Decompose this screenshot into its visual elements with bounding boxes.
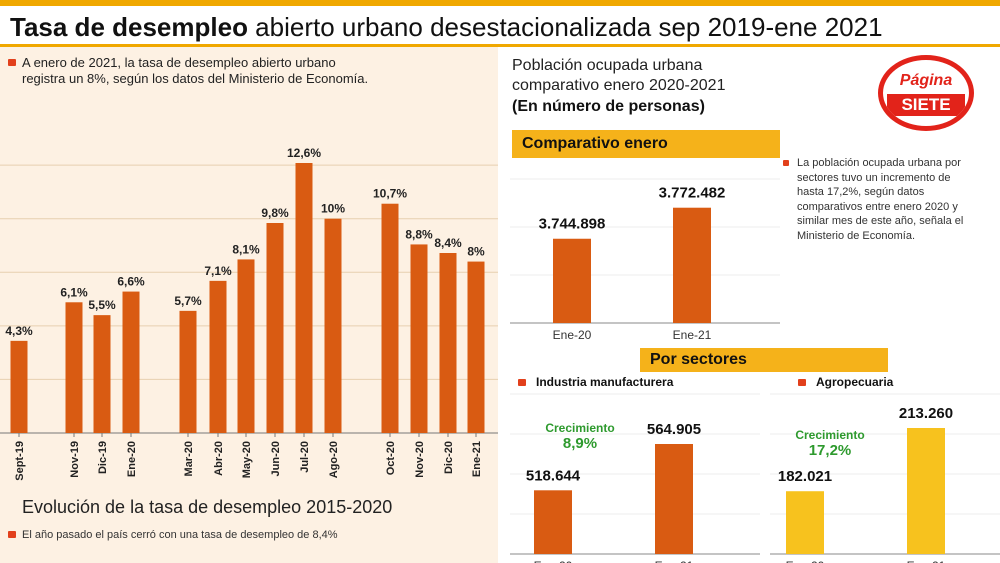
data-label-Ene-21: 3.772.482 [659, 185, 726, 202]
logo-line1: Página [899, 72, 953, 89]
data-label-Ene-20: 3.744.898 [539, 216, 606, 233]
tick-label-Abr-20: Abr-20 [213, 441, 225, 476]
logo-line2: SIETE [887, 94, 965, 116]
data-label-Oct-20: 10,7% [373, 187, 407, 201]
comparativo-banner: Comparativo enero [512, 130, 780, 158]
data-label-Mar-20: 5,7% [174, 294, 202, 308]
bar-Ene-21 [673, 207, 711, 323]
bar-Sept-19 [10, 340, 28, 433]
bar-Ago-20 [324, 218, 342, 433]
tick-label-Jun-20: Jun-20 [270, 441, 282, 476]
tick-label-Ago-20: Ago-20 [328, 441, 340, 478]
tick-label-Oct-20: Oct-20 [385, 441, 397, 475]
tick-label-Ene-21: Ene-21 [673, 328, 712, 342]
bar-Ene-21 [907, 428, 945, 554]
sector2-growth-label: Crecimiento [795, 428, 865, 442]
sector2-growth-value: 17,2% [808, 442, 852, 459]
tick-label-Ene-21: Ene-21 [655, 559, 694, 563]
tick-label-Ene-20: Ene-20 [534, 559, 573, 563]
data-label-Abr-20: 7,1% [204, 264, 232, 278]
tick-label-Nov-20: Nov-20 [414, 441, 426, 478]
sector2-label: Agropecuaria [816, 375, 894, 389]
tick-label-May-20: May-20 [241, 441, 253, 478]
sector1-growth: Crecimiento 8,9% [520, 421, 640, 452]
data-label-Dic-19: 5,5% [88, 298, 116, 312]
data-label-Ene-20: 182.021 [778, 468, 832, 485]
bullet-icon [798, 379, 806, 386]
bottom-note: El año pasado el país cerró con una tasa… [22, 529, 338, 541]
tick-label-Dic-20: Dic-20 [443, 441, 455, 474]
page-title-bold: Tasa de desempleo [10, 12, 248, 42]
data-label-May-20: 8,1% [232, 242, 260, 256]
data-label-Dic-20: 8,4% [434, 236, 462, 250]
bar-Nov-19 [65, 302, 83, 433]
data-label-Nov-20: 8,8% [405, 227, 433, 241]
pagina-siete-logo: Página SIETE [878, 55, 974, 131]
sectores-banner: Por sectores [640, 348, 888, 372]
bar-Ene-21 [655, 444, 693, 554]
tick-label-Mar-20: Mar-20 [183, 441, 195, 476]
data-label-Ene-21: 213.260 [899, 405, 953, 422]
bullet-icon [783, 160, 789, 166]
intro-text: A enero de 2021, la tasa de desempleo ab… [22, 55, 369, 86]
bar-Jul-20 [295, 163, 313, 433]
bottom-subtitle: Evolución de la tasa de desempleo 2015-2… [22, 497, 393, 517]
bar-Dic-19 [93, 315, 111, 433]
bar-Ene-20 [553, 238, 591, 323]
bullet-icon [8, 59, 16, 66]
tick-label-Ene-20: Ene-20 [126, 441, 138, 477]
data-label-Jul-20: 12,6% [287, 146, 321, 160]
data-label-Ago-20: 10% [321, 202, 345, 216]
bar-Mar-20 [179, 310, 197, 433]
data-label-Ene-20: 6,6% [117, 275, 145, 289]
top-accent-bar [0, 0, 1000, 6]
bar-Dic-20 [439, 253, 457, 433]
tick-label-Ene-21: Ene-21 [907, 559, 946, 563]
bar-Ene-20 [786, 491, 824, 554]
page-title-rest: abierto urbano desestacionalizada sep 20… [247, 12, 883, 42]
sector1-growth-value: 8,9% [562, 435, 598, 452]
tick-label-Ene-20: Ene-20 [553, 328, 592, 342]
sector2-growth: Crecimiento 17,2% [770, 428, 890, 459]
bar-Jun-20 [266, 223, 284, 433]
data-label-Ene-20: 518.644 [526, 467, 581, 484]
bar-Oct-20 [381, 203, 399, 433]
data-label-Ene-21: 564.905 [647, 421, 701, 438]
bar-Ene-20 [534, 490, 572, 554]
title-rule [0, 44, 1000, 47]
tick-label-Sept-19: Sept-19 [14, 441, 26, 481]
sector1-growth-label: Crecimiento [545, 421, 615, 435]
agropecuaria-bar-chart: 182.021 Ene-20 213.260 Ene-21 [770, 393, 1000, 563]
tick-label-Ene-20: Ene-20 [786, 559, 825, 563]
right-subtitle: (En número de personas) [512, 98, 705, 115]
bullet-icon [518, 379, 526, 386]
bar-Ene-20 [122, 291, 140, 433]
bar-Nov-20 [410, 244, 428, 433]
side-note: La población ocupada urbana por sectores… [797, 157, 964, 242]
tick-label-Ene-21: Ene-21 [471, 441, 483, 477]
tick-label-Nov-19: Nov-19 [69, 441, 81, 478]
sector1-label: Industria manufacturera [536, 375, 674, 389]
data-label-Ene-21: 8% [467, 245, 485, 259]
industria-bar-chart: 518.644 Ene-20 564.905 Ene-21 [510, 393, 760, 563]
data-label-Sept-19: 4,3% [5, 324, 33, 338]
bar-Ene-21 [467, 261, 485, 433]
unemployment-bar-chart: 4,3% Sept-19 6,1% Nov-19 5,5% Dic-19 6,6% Ene-2… [0, 146, 498, 481]
data-label-Nov-19: 6,1% [60, 285, 88, 299]
comparativo-bar-chart: 3.744.898 Ene-20 3.772.482 Ene-21 [510, 178, 780, 342]
page-title: Tasa de desempleo abierto urbano desesta… [10, 10, 883, 44]
right-title: Población ocupada urbana comparativo ene… [512, 57, 726, 94]
tick-label-Jul-20: Jul-20 [299, 441, 311, 473]
bullet-icon [8, 531, 16, 538]
bar-Abr-20 [209, 280, 227, 433]
tick-label-Dic-19: Dic-19 [97, 441, 109, 474]
bar-May-20 [237, 259, 255, 433]
data-label-Jun-20: 9,8% [261, 206, 289, 220]
